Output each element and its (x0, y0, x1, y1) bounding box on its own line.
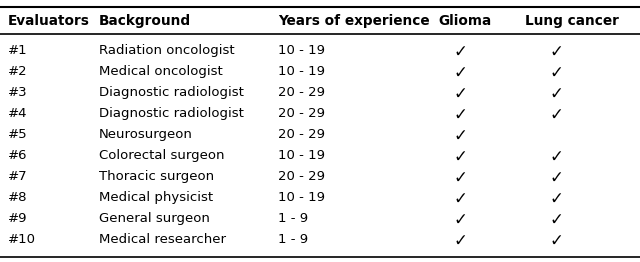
Text: 10 - 19: 10 - 19 (278, 65, 325, 78)
Text: #1: #1 (8, 44, 28, 57)
Text: Thoracic surgeon: Thoracic surgeon (99, 170, 214, 183)
Text: Years of experience: Years of experience (278, 14, 430, 28)
Text: ✓: ✓ (454, 190, 468, 208)
Text: ✓: ✓ (550, 106, 564, 124)
Text: Lung cancer: Lung cancer (525, 14, 619, 28)
Text: ✓: ✓ (454, 127, 468, 145)
Text: ✓: ✓ (550, 211, 564, 229)
Text: ✓: ✓ (550, 190, 564, 208)
Text: #4: #4 (8, 107, 27, 120)
Text: Radiation oncologist: Radiation oncologist (99, 44, 235, 57)
Text: Colorectal surgeon: Colorectal surgeon (99, 149, 225, 162)
Text: 20 - 29: 20 - 29 (278, 107, 325, 120)
Text: #10: #10 (8, 233, 36, 246)
Text: Glioma: Glioma (438, 14, 492, 28)
Text: #5: #5 (8, 128, 28, 141)
Text: ✓: ✓ (454, 64, 468, 82)
Text: #7: #7 (8, 170, 28, 183)
Text: ✓: ✓ (550, 64, 564, 82)
Text: #9: #9 (8, 212, 27, 225)
Text: #8: #8 (8, 191, 27, 204)
Text: #2: #2 (8, 65, 28, 78)
Text: 1 - 9: 1 - 9 (278, 233, 308, 246)
Text: ✓: ✓ (454, 211, 468, 229)
Text: 10 - 19: 10 - 19 (278, 191, 325, 204)
Text: Evaluators: Evaluators (8, 14, 90, 28)
Text: 10 - 19: 10 - 19 (278, 149, 325, 162)
Text: ✓: ✓ (454, 85, 468, 103)
Text: ✓: ✓ (454, 106, 468, 124)
Text: Medical physicist: Medical physicist (99, 191, 213, 204)
Text: 1 - 9: 1 - 9 (278, 212, 308, 225)
Text: 20 - 29: 20 - 29 (278, 128, 325, 141)
Text: Medical researcher: Medical researcher (99, 233, 226, 246)
Text: ✓: ✓ (550, 43, 564, 61)
Text: Diagnostic radiologist: Diagnostic radiologist (99, 86, 244, 99)
Text: 10 - 19: 10 - 19 (278, 44, 325, 57)
Text: 20 - 29: 20 - 29 (278, 170, 325, 183)
Text: ✓: ✓ (550, 85, 564, 103)
Text: ✓: ✓ (550, 148, 564, 166)
Text: Background: Background (99, 14, 191, 28)
Text: ✓: ✓ (454, 232, 468, 250)
Text: ✓: ✓ (454, 43, 468, 61)
Text: Neurosurgeon: Neurosurgeon (99, 128, 193, 141)
Text: Diagnostic radiologist: Diagnostic radiologist (99, 107, 244, 120)
Text: Medical oncologist: Medical oncologist (99, 65, 223, 78)
Text: ✓: ✓ (550, 169, 564, 187)
Text: General surgeon: General surgeon (99, 212, 210, 225)
Text: #6: #6 (8, 149, 27, 162)
Text: #3: #3 (8, 86, 28, 99)
Text: 20 - 29: 20 - 29 (278, 86, 325, 99)
Text: ✓: ✓ (454, 148, 468, 166)
Text: ✓: ✓ (550, 232, 564, 250)
Text: ✓: ✓ (454, 169, 468, 187)
